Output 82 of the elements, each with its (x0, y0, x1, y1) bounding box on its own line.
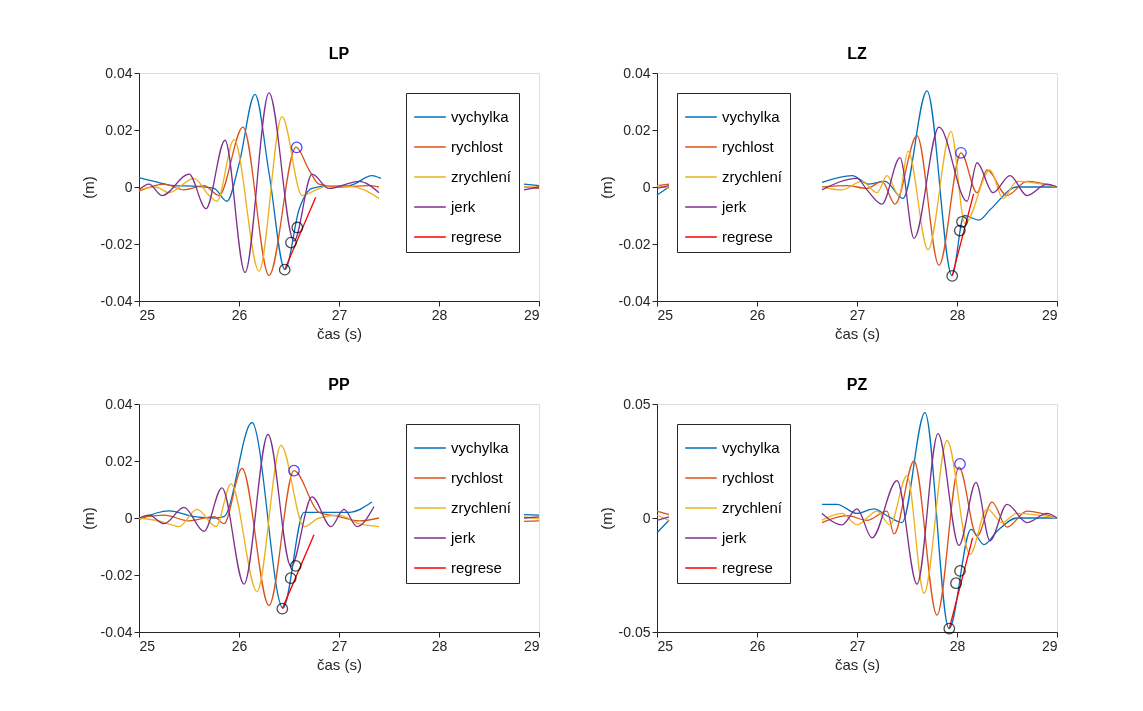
y-tick-label: -0.04 (100, 292, 133, 309)
legend-label: vychylka (722, 439, 781, 456)
x-axis-title: čas (s) (317, 324, 362, 342)
x-tick-label: 26 (749, 306, 766, 323)
y-tick-label: -0.04 (618, 292, 651, 309)
point (956, 215, 968, 228)
legend-label: jerk (450, 198, 476, 215)
legend-label: rychlost (451, 469, 504, 486)
point (276, 602, 289, 615)
point (284, 572, 297, 585)
chart-title: LP (328, 45, 350, 62)
legend-label: vychylka (722, 108, 781, 125)
legend-label: jerk (721, 529, 747, 546)
legend-label: rychlost (451, 138, 504, 155)
y-tick-label: -0.05 (618, 623, 651, 640)
x-tick-label: 25 (139, 637, 156, 654)
y-tick-label: 0.04 (105, 395, 133, 412)
y-tick-label: -0.04 (100, 623, 133, 640)
y-tick-label: 0 (642, 178, 651, 195)
y-tick-label: 0 (124, 178, 133, 195)
y-tick-label: -0.02 (100, 235, 133, 252)
x-tick-label: 29 (523, 637, 540, 654)
x-tick-label: 27 (849, 306, 866, 323)
point (288, 464, 300, 477)
x-tick-label: 29 (1041, 637, 1058, 654)
chart-title: PZ (846, 376, 868, 393)
y-axis-title: (m) (597, 507, 615, 530)
x-tick-label: 25 (139, 306, 156, 323)
x-axis-title: čas (s) (835, 324, 880, 342)
x-tick-label: 28 (431, 306, 448, 323)
x-tick-label: 28 (949, 306, 966, 323)
point (953, 224, 966, 237)
y-tick-label: 0.04 (105, 64, 133, 81)
point (954, 565, 966, 577)
chart-title: LZ (847, 45, 867, 62)
y-axis-title: (m) (79, 176, 97, 199)
legend-label: vychylka (451, 108, 510, 125)
legend-label: jerk (721, 198, 747, 215)
legend-label: regrese (451, 228, 502, 245)
x-tick-label: 25 (657, 306, 674, 323)
y-axis-title: (m) (597, 176, 615, 199)
x-tick-label: 27 (331, 306, 348, 323)
legend-label: zrychlení (451, 499, 512, 516)
y-tick-label: -0.02 (100, 566, 133, 583)
legend-label: zrychlení (722, 499, 783, 516)
point (943, 622, 956, 635)
legend-label: zrychlení (722, 168, 783, 185)
x-tick-label: 29 (523, 306, 540, 323)
legend-label: vychylka (451, 439, 510, 456)
y-tick-label: 0 (124, 509, 133, 526)
y-tick-label: 0.05 (623, 395, 651, 412)
point (955, 146, 967, 159)
y-axis-title: (m) (79, 507, 97, 530)
legend-label: regrese (722, 228, 773, 245)
point (289, 560, 302, 572)
x-tick-label: 27 (849, 637, 866, 654)
x-tick-label: 26 (231, 306, 248, 323)
point (950, 577, 962, 590)
y-tick-label: -0.02 (618, 235, 651, 252)
x-tick-label: 28 (949, 637, 966, 654)
point (946, 270, 959, 282)
x-tick-label: 25 (657, 637, 674, 654)
legend-label: zrychlení (451, 168, 512, 185)
x-axis-title: čas (s) (317, 655, 362, 673)
y-tick-label: 0.02 (105, 121, 133, 138)
x-tick-label: 29 (1041, 306, 1058, 323)
x-tick-label: 26 (231, 637, 248, 654)
y-tick-label: 0 (642, 509, 651, 526)
x-tick-label: 27 (331, 637, 348, 654)
chart-title: PP (328, 376, 350, 393)
x-tick-label: 26 (749, 637, 766, 654)
y-tick-label: 0.02 (105, 452, 133, 469)
x-axis-title: čas (s) (835, 655, 880, 673)
legend-label: rychlost (722, 469, 775, 486)
legend-label: rychlost (722, 138, 775, 155)
y-tick-label: 0.02 (623, 121, 651, 138)
y-tick-label: 0.04 (623, 64, 651, 81)
legend-label: regrese (451, 559, 502, 576)
legend-label: regrese (722, 559, 773, 576)
point (954, 458, 966, 470)
x-tick-label: 28 (431, 637, 448, 654)
legend-label: jerk (450, 529, 476, 546)
